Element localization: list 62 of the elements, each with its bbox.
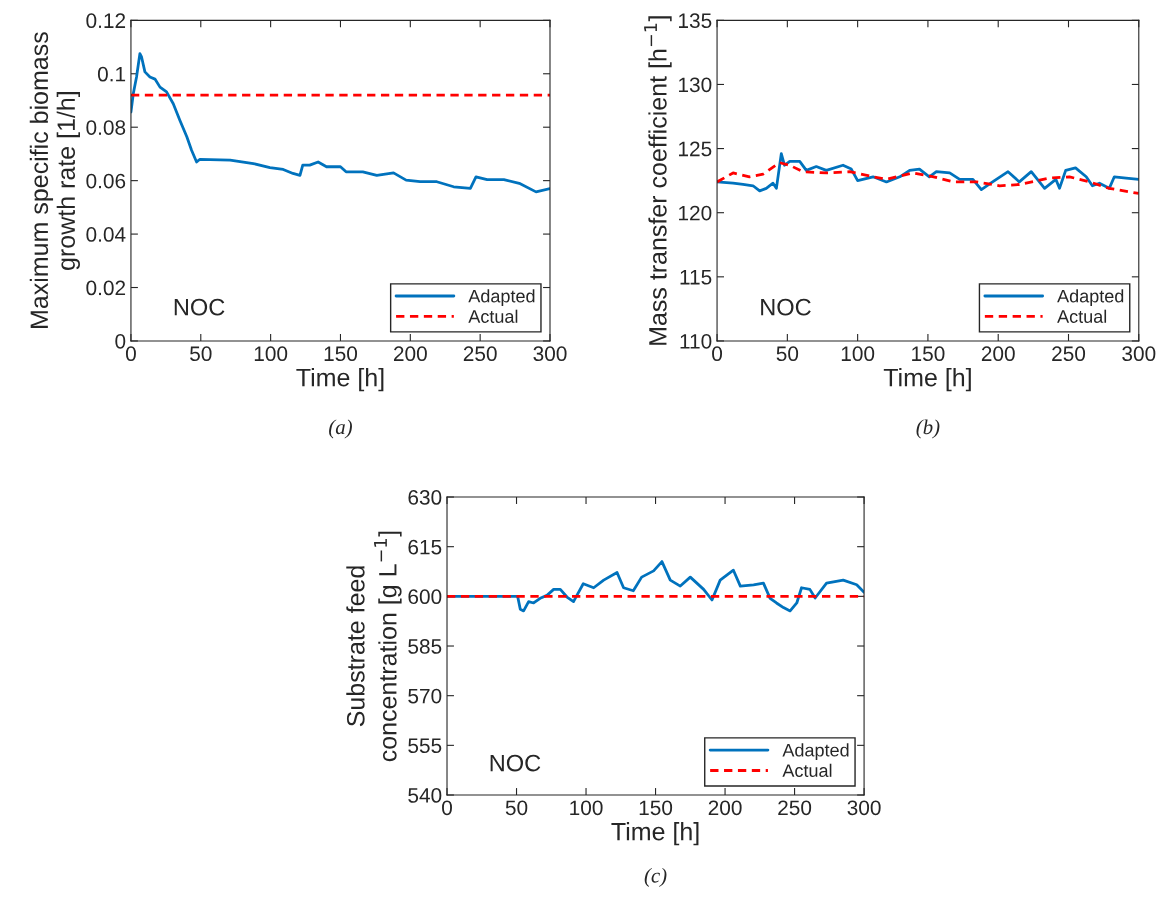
x-axis-title: Time [h] bbox=[611, 822, 699, 846]
x-tick-label: 300 bbox=[847, 800, 881, 816]
y-tick-label: 0.04 bbox=[86, 227, 126, 242]
y-tick-label: 120 bbox=[679, 205, 712, 221]
y-tick-label: 630 bbox=[408, 490, 442, 505]
x-tick-label: 100 bbox=[841, 346, 875, 362]
x-tick-label: 50 bbox=[505, 800, 528, 816]
x-tick-label: 150 bbox=[324, 346, 358, 362]
text: (a) bbox=[329, 419, 352, 439]
x-tick-label: 300 bbox=[533, 346, 567, 362]
x-tick-label: 250 bbox=[778, 800, 812, 816]
y-tick-label: 125 bbox=[679, 141, 712, 157]
x-tick-label: 150 bbox=[912, 346, 945, 362]
y-tick-label: 585 bbox=[408, 639, 442, 654]
x-tick-label: 50 bbox=[190, 346, 212, 362]
x-axis-title: Time [h] bbox=[883, 368, 971, 392]
x-tick-label: 0 bbox=[712, 346, 723, 362]
y-axis-title: Substrate feed concentration [g L$^{−1}$] bbox=[346, 531, 402, 762]
annotation: NOC bbox=[761, 298, 811, 316]
y-tick-label: 130 bbox=[679, 77, 712, 93]
legend-label: Adapted bbox=[468, 289, 535, 307]
y-tick-label: 115 bbox=[680, 270, 712, 285]
line-series bbox=[717, 161, 1139, 195]
y-tick-label: 0.08 bbox=[86, 120, 126, 135]
legend-label: Adapted bbox=[1057, 289, 1124, 307]
line-series bbox=[717, 152, 1139, 193]
y-tick-label: 0.02 bbox=[86, 280, 126, 296]
text: (c) bbox=[644, 868, 667, 887]
legend-label: Actual bbox=[468, 309, 518, 323]
x-tick-label: 0 bbox=[442, 800, 452, 816]
y-tick-label: 135 bbox=[679, 13, 712, 29]
x-tick-label: 100 bbox=[254, 346, 288, 362]
x-tick-label: 100 bbox=[570, 800, 603, 816]
legend-label: Adapted bbox=[782, 743, 849, 761]
x-tick-label: 200 bbox=[708, 800, 742, 816]
y-tick-label: 600 bbox=[408, 589, 442, 605]
x-tick-label: 300 bbox=[1122, 346, 1156, 362]
x-axis-title: Time [h] bbox=[296, 368, 384, 392]
x-tick-label: 200 bbox=[393, 346, 427, 362]
y-tick-label: 555 bbox=[408, 738, 442, 754]
legend-label: Actual bbox=[1057, 309, 1107, 323]
y-tick-label: 570 bbox=[408, 688, 442, 704]
y-axis-title: Mass transfer coefficient [h$^{−1}$] bbox=[644, 16, 672, 345]
y-tick-label: 110 bbox=[680, 333, 712, 349]
x-tick-label: 250 bbox=[463, 346, 497, 362]
annotation: NOC bbox=[174, 298, 225, 316]
y-tick-label: 615 bbox=[408, 539, 442, 555]
text: (b) bbox=[916, 419, 940, 439]
y-axis-title: Maximum specific biomass growth rate [1/h] bbox=[29, 32, 80, 328]
x-tick-label: 50 bbox=[776, 346, 799, 362]
annotation: NOC bbox=[490, 754, 541, 772]
y-tick-label: 540 bbox=[408, 788, 442, 803]
y-tick-label: 0 bbox=[115, 333, 126, 349]
x-tick-label: 0 bbox=[125, 346, 136, 362]
y-tick-label: 0.1 bbox=[97, 66, 126, 82]
y-tick-label: 0.12 bbox=[86, 13, 126, 29]
x-tick-label: 150 bbox=[639, 800, 673, 816]
x-tick-label: 250 bbox=[1052, 346, 1086, 362]
x-tick-label: 200 bbox=[981, 346, 1015, 362]
line-series bbox=[130, 52, 550, 194]
y-tick-label: 0.06 bbox=[86, 173, 126, 189]
legend-label: Actual bbox=[782, 763, 832, 777]
